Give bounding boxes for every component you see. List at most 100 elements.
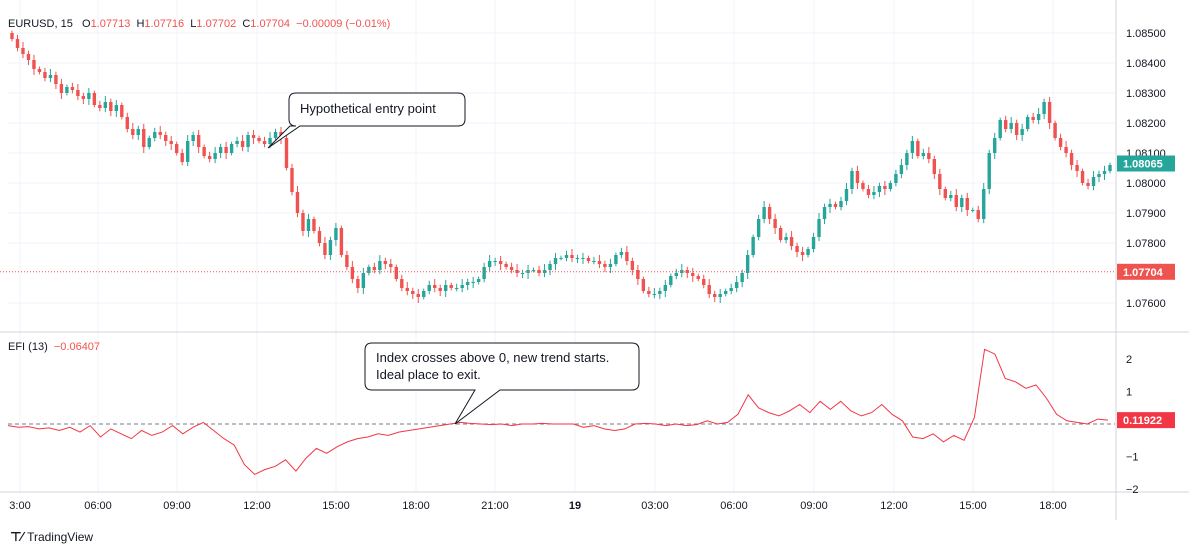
candle-body — [778, 228, 783, 240]
candle-body — [894, 174, 898, 183]
candle-body — [389, 264, 393, 267]
candle-body — [993, 138, 997, 153]
candle-body — [345, 255, 349, 267]
candle-body — [229, 144, 234, 153]
candle-body — [745, 255, 750, 273]
candle-body — [553, 258, 558, 264]
candle-body — [87, 93, 91, 99]
candle-body — [257, 138, 261, 141]
candle-body — [575, 258, 580, 259]
candle-body — [916, 141, 920, 156]
candle-body — [131, 129, 135, 135]
ohlc-header: EURUSD, 15 O1.07713 H1.07716 L1.07702 C1… — [8, 18, 391, 30]
efi-value-badge — [1117, 412, 1175, 429]
candle-body — [850, 171, 854, 189]
candle-body — [1069, 153, 1074, 165]
exit-callout-box[interactable] — [364, 342, 640, 425]
candle-body — [438, 288, 442, 291]
candle-body — [608, 264, 613, 267]
candle-body — [960, 198, 964, 207]
candle-body — [1091, 177, 1096, 186]
time-tick-label: 15:00 — [322, 500, 350, 512]
candle-body — [509, 267, 514, 270]
candle-body — [751, 237, 755, 255]
candle-body — [471, 282, 475, 283]
candle-body — [191, 135, 195, 141]
symbol-label[interactable]: EURUSD — [8, 18, 55, 30]
last-price-badge — [1117, 155, 1175, 172]
candle-body — [987, 153, 991, 189]
candle-body — [1053, 123, 1057, 138]
candle-body — [811, 237, 816, 249]
candle-body — [405, 288, 409, 291]
candle-body — [619, 252, 624, 255]
candle-body — [822, 207, 827, 219]
candle-body — [971, 210, 975, 211]
open-value: 1.07713 — [90, 18, 131, 30]
candle-body — [910, 141, 915, 153]
high-label: H — [136, 18, 145, 30]
candle-body — [15, 39, 20, 48]
candle-body — [1031, 117, 1035, 120]
candle-body — [844, 189, 849, 201]
candle-body — [641, 279, 646, 291]
indicator-name[interactable]: EFI (13) — [8, 341, 48, 353]
time-tick-label: 3:00 — [9, 500, 30, 512]
candle-body — [213, 153, 217, 159]
efi-tick-label: 2 — [1126, 354, 1132, 366]
candle-body — [674, 273, 678, 276]
time-tick-label: 15:00 — [959, 500, 987, 512]
candle-body — [614, 255, 618, 264]
candle-body — [317, 231, 322, 243]
candle-body — [877, 186, 882, 192]
candle-body — [1064, 147, 1068, 153]
candle-body — [460, 285, 464, 288]
candle-body — [603, 264, 607, 267]
candle-body — [762, 207, 766, 219]
time-tick-label: 19 — [569, 500, 581, 512]
tradingview-footer[interactable]: ⊤⁄ TradingView — [10, 529, 93, 545]
candle-body — [98, 105, 102, 108]
candle-body — [416, 294, 420, 297]
candle-body — [652, 294, 657, 295]
candle-body — [76, 90, 80, 96]
low-label: L — [190, 18, 197, 30]
candle-body — [125, 117, 129, 129]
candle-body — [383, 261, 388, 264]
candle-body — [784, 237, 788, 240]
candle-body — [927, 153, 931, 159]
candle-body — [444, 285, 448, 291]
candle-body — [1025, 117, 1030, 129]
change-value: −0.00009 (−0.01%) — [296, 18, 391, 30]
candle-body — [367, 267, 371, 273]
candle-body — [207, 156, 212, 159]
entry-callout-text: Hypothetical entry point — [300, 101, 436, 116]
candle-body — [932, 159, 937, 174]
candle-body — [361, 273, 366, 288]
efi-series — [7, 348, 1115, 475]
candle-body — [92, 93, 97, 105]
candle-body — [306, 219, 311, 231]
candle-body — [498, 261, 503, 264]
entry-callout-box[interactable] — [267, 92, 466, 149]
candle-body — [1003, 120, 1008, 129]
candle-body — [548, 264, 552, 270]
tradingview-logo-icon: ⊤⁄ — [10, 529, 23, 544]
interval-label[interactable]: 15 — [60, 18, 73, 30]
candle-body — [943, 189, 948, 198]
candle-body — [938, 174, 942, 189]
indicator-header: EFI (13) −0.06407 — [8, 341, 100, 353]
candle-body — [372, 267, 377, 270]
candle-body — [800, 252, 805, 255]
candle-body — [1036, 114, 1041, 120]
candle-body — [734, 282, 739, 288]
close-price-badge — [1117, 263, 1175, 280]
candle-body — [218, 147, 223, 153]
candle-body — [394, 267, 399, 279]
candle-body — [1080, 171, 1085, 183]
candle-body — [767, 207, 772, 219]
candle-body — [1047, 102, 1052, 123]
candle-body — [866, 189, 871, 195]
candle-body — [795, 246, 799, 252]
